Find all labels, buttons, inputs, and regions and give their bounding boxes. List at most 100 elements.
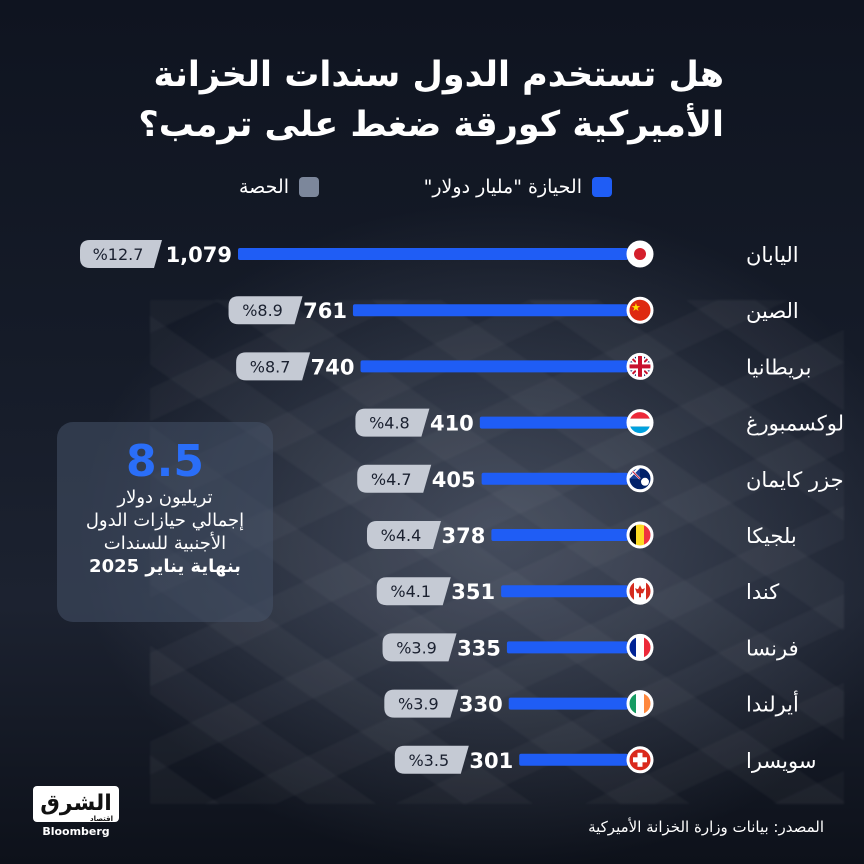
bar <box>360 360 628 373</box>
logo-main-text: الشرق <box>40 791 112 816</box>
bar-row-2: 740 %8.7 بريطانيا <box>236 352 811 381</box>
share-label: %3.9 <box>398 695 439 714</box>
bar-value-label: 405 <box>432 468 476 492</box>
total-unit: تريليون دولار <box>117 487 213 508</box>
belgium-flag-icon-shape <box>628 523 652 547</box>
share-label: %8.9 <box>242 301 283 320</box>
share-pill <box>384 689 459 718</box>
legend-holding-swatch <box>592 177 612 197</box>
share-label: %4.7 <box>371 470 412 489</box>
country-label: فرنسا <box>746 636 799 660</box>
cayman-islands-flag-icon-ring <box>626 465 654 493</box>
flag-band-3 <box>644 691 652 716</box>
bar-row-0: 1,079 %12.7 اليابان <box>80 240 799 268</box>
flag-left <box>628 579 634 604</box>
belgium-flag-icon-ring <box>626 521 654 549</box>
flag-band-1 <box>628 410 652 419</box>
bar <box>519 753 628 766</box>
logo-sub: اقتصاد <box>90 815 113 823</box>
legend-holding-label: الحيازة "مليار دولار" <box>423 176 582 198</box>
source-note: المصدر: بيانات وزارة الخزانة الأميركية <box>588 818 824 836</box>
bar-row-3: 410 %4.8 لوكسمبورغ <box>355 408 844 437</box>
bar <box>352 304 628 317</box>
asharq-bloomberg-logo: الشرق اقتصاد Bloomberg <box>33 786 125 844</box>
bar-value-label: 330 <box>459 693 503 717</box>
luxembourg-flag-icon-ring <box>626 409 654 437</box>
bar-row-1: 761 %8.9 ★ الصين <box>228 296 799 325</box>
legend-share-label: الحصة <box>239 176 289 198</box>
flag-band-1 <box>628 523 636 547</box>
share-label: %8.7 <box>250 357 291 376</box>
legend-share: الحصة <box>239 176 319 198</box>
share-label: %3.5 <box>408 751 449 770</box>
flag-band-3 <box>644 635 652 660</box>
country-label: لوكسمبورغ <box>746 412 844 436</box>
country-label: بلجيكا <box>746 524 797 548</box>
bar-row-4: 405 %4.7 جزر كايمان <box>357 464 844 493</box>
share-pill <box>355 408 430 437</box>
share-pill <box>357 464 432 493</box>
switzerland-flag-icon-ring <box>626 746 654 774</box>
share-label: %3.9 <box>396 638 437 657</box>
bar-row-9: 301 %3.5 سويسرا <box>394 745 816 774</box>
country-label: سويسرا <box>746 749 816 773</box>
share-pill <box>382 633 457 662</box>
uk-flag-icon-ring <box>626 352 654 380</box>
title-line-1: هل تستخدم الدول سندات الخزانة <box>153 55 724 95</box>
china-flag-icon-ring <box>626 296 654 324</box>
flag-horz-red <box>628 364 652 369</box>
country-label: كندا <box>746 580 779 604</box>
bar <box>508 697 628 710</box>
flag-band-2 <box>636 635 644 660</box>
flag-disc <box>634 248 646 260</box>
share-label: %12.7 <box>93 245 144 264</box>
flag-band-2 <box>628 418 652 427</box>
ireland-flag-icon-ring <box>626 690 654 718</box>
bar <box>501 585 628 598</box>
legend-holding: الحيازة "مليار دولار" <box>424 176 612 198</box>
bar <box>481 472 628 485</box>
total-holdings-box: 8.5 تريليون دولار إجمالي حيازات الدول ال… <box>57 422 273 622</box>
flag-band-1 <box>628 691 636 716</box>
bar <box>238 248 628 260</box>
share-pill <box>366 521 441 549</box>
legend-share-swatch <box>299 177 319 197</box>
flag-cross-h <box>633 757 647 763</box>
flag-band-2 <box>636 523 644 547</box>
share-pill <box>394 745 469 774</box>
share-label: %4.4 <box>381 526 422 545</box>
bar-value-label: 1,079 <box>166 243 232 267</box>
bar-value-label: 410 <box>430 412 474 436</box>
bar <box>491 529 628 541</box>
country-label: بريطانيا <box>746 355 811 379</box>
country-label: أيرلندا <box>746 691 799 717</box>
share-label: %4.1 <box>390 582 431 601</box>
bar-row-5: 378 %4.4 بلجيكا <box>366 521 797 549</box>
flag-crest <box>641 477 649 486</box>
bar-value-label: 351 <box>451 580 495 604</box>
bar <box>506 641 628 654</box>
flag-leaf <box>635 585 645 598</box>
bar-row-7: 335 %3.9 فرنسا <box>382 633 799 662</box>
bar <box>479 416 628 429</box>
bar-value-label: 761 <box>303 299 347 323</box>
share-pill <box>80 240 162 268</box>
bar-value-label: 740 <box>311 355 355 379</box>
flag-band-1 <box>628 635 636 660</box>
share-pill <box>376 577 451 606</box>
ireland-flag-icon-shape <box>628 691 652 716</box>
chart-title: هل تستخدم الدول سندات الخزانة الأميركية … <box>104 50 724 150</box>
bar-row-6: 351 %4.1 كندا <box>376 577 779 606</box>
flag-right <box>646 579 652 604</box>
bar-value-label: 335 <box>457 636 501 660</box>
luxembourg-flag-icon-shape <box>628 410 652 435</box>
country-label: جزر كايمان <box>746 468 844 492</box>
logo-partner: Bloomberg <box>42 825 110 838</box>
share-pill <box>236 352 311 381</box>
france-flag-icon-shape <box>628 635 652 660</box>
country-label: الصين <box>746 299 799 323</box>
total-desc-2: الأجنبية للسندات <box>103 533 227 554</box>
flag-band-3 <box>644 523 652 547</box>
total-value: 8.5 <box>126 436 204 487</box>
